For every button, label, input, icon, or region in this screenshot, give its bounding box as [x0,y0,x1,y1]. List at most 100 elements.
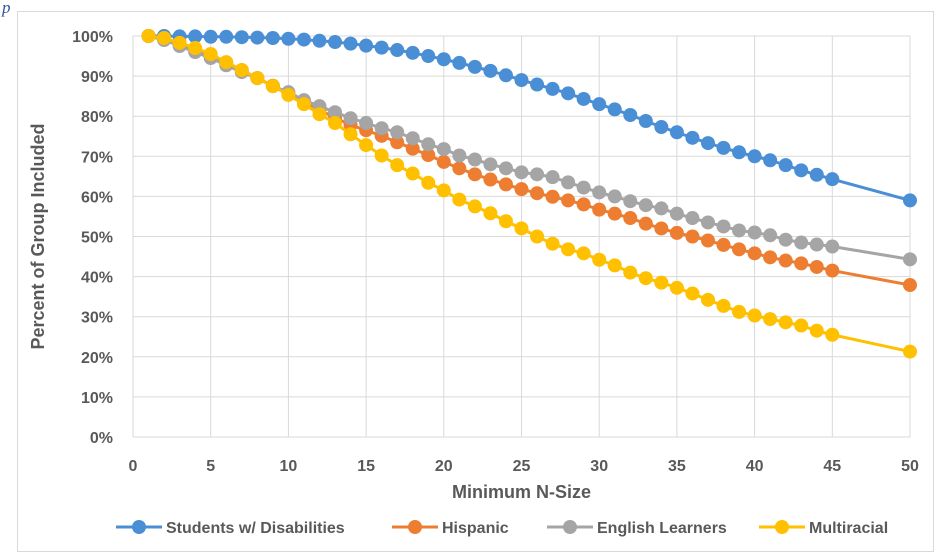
data-point [576,246,591,261]
data-point [809,323,824,338]
y-tick-label: 70% [81,149,113,166]
data-point [359,138,374,153]
data-point [250,30,265,45]
data-point [669,125,684,140]
data-point [825,263,840,278]
data-point [747,308,762,323]
data-point [685,130,700,145]
x-tick-label: 50 [901,458,919,475]
data-point [607,102,622,117]
data-point [514,182,529,197]
data-point [732,304,747,319]
data-point [312,33,327,48]
data-point [763,228,778,243]
data-point [763,312,778,327]
x-tick-label: 10 [280,458,298,475]
x-tick-label: 25 [513,458,531,475]
data-point [561,86,576,101]
data-point [467,167,482,182]
data-point [716,219,731,234]
data-point [607,258,622,273]
data-point [623,107,638,122]
data-point [530,167,545,182]
data-point [700,292,715,307]
data-point [498,161,513,176]
data-point [421,137,436,152]
data-point [390,43,405,58]
legend-item: Students w/ Disabilities [116,520,345,537]
data-point [669,280,684,295]
data-point [452,55,467,70]
data-point [296,97,311,112]
data-point [685,211,700,226]
data-point [436,183,451,198]
series-3 [141,29,917,359]
data-point [778,158,793,173]
data-point [405,131,420,146]
data-point [763,250,778,265]
data-point [390,125,405,140]
data-point [903,344,917,359]
data-point [903,278,917,293]
data-point [747,149,762,164]
data-point [903,193,917,208]
x-tick-label: 20 [435,458,453,475]
y-axis-title: Percent of Group Included [28,123,48,349]
data-point [794,163,809,178]
data-point [654,120,669,135]
data-point [219,55,234,70]
legend-label: Students w/ Disabilities [166,520,345,537]
data-point [794,318,809,333]
data-point [794,235,809,250]
gridlines [132,35,911,438]
data-point [498,177,513,192]
data-point [732,145,747,160]
data-point [654,201,669,216]
data-point [825,172,840,187]
data-point [483,63,498,78]
data-point [716,140,731,155]
legend-swatch-marker [775,520,789,534]
data-point [607,206,622,221]
data-point [638,114,653,129]
data-point [374,121,389,136]
data-point [498,214,513,229]
x-axis-ticks: 0 5 10 15 20 25 30 35 40 45 50 [129,458,919,475]
data-point [638,216,653,231]
legend-item: Multiracial [759,520,888,537]
data-point [903,252,917,267]
series-line [148,34,911,354]
data-point [514,73,529,88]
legend: Students w/ Disabilities Hispanic English … [116,520,888,537]
data-point [654,221,669,236]
data-point [281,31,296,46]
data-point [576,197,591,212]
data-point [747,225,762,240]
data-point [172,35,187,50]
data-point [530,229,545,244]
data-point [561,175,576,190]
data-point [576,91,591,106]
series-0 [141,29,917,208]
series-line [148,34,911,261]
data-point [452,192,467,207]
data-point [343,36,358,51]
y-tick-label: 100% [72,29,113,46]
y-tick-label: 60% [81,189,113,206]
x-tick-label: 40 [746,458,764,475]
y-tick-label: 10% [81,390,113,407]
data-point [623,265,638,280]
legend-swatch-marker [563,520,577,534]
data-point [530,186,545,201]
x-tick-label: 30 [590,458,608,475]
data-point [623,194,638,209]
data-point [545,236,560,251]
data-point [374,148,389,163]
data-point [530,77,545,92]
data-point [141,29,156,43]
x-tick-label: 45 [823,458,841,475]
data-point [483,206,498,221]
data-point [390,158,405,173]
x-tick-label: 35 [668,458,686,475]
data-point [700,136,715,151]
